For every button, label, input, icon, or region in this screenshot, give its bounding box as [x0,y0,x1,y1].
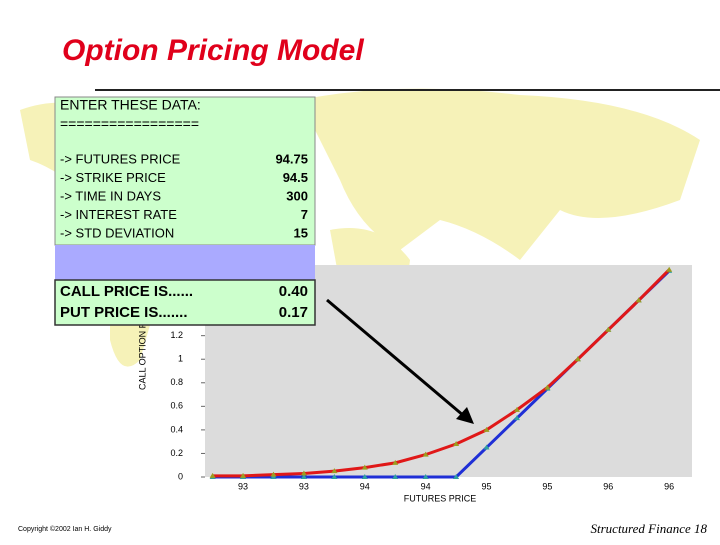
x-tick-label: 94 [360,481,370,491]
y-tick-label: 0.8 [170,377,183,387]
point-marker [422,451,429,457]
point-marker [331,474,338,479]
y-tick-label: 1.2 [170,330,183,340]
input-value: 7 [301,207,308,222]
point-marker [605,326,612,332]
point-marker [392,459,399,465]
series-line [212,268,671,478]
input-value: 94.75 [275,151,308,166]
point-marker [635,297,642,303]
x-tick-label: 95 [482,481,492,491]
point-marker [240,472,247,478]
point-marker [513,406,520,412]
point-marker [209,472,216,478]
x-tick-label: 93 [238,481,248,491]
output-label: PUT PRICE IS....... [60,304,188,321]
y-axis-title: CALL OPTION PRIC [137,306,147,390]
point-marker [422,474,429,479]
point-marker [453,474,460,479]
point-marker [392,474,399,479]
x-axis-title: FUTURES PRICE [404,493,477,503]
input-value: 94.5 [283,170,308,185]
x-tick-label: 96 [603,481,613,491]
x-tick-label: 93 [299,481,309,491]
slide-title: Option Pricing Model [62,34,364,67]
point-marker [331,468,338,474]
input-label: -> TIME IN DAYS [60,188,161,203]
point-marker [513,415,520,421]
arrow-head [456,407,474,424]
panel-heading: ENTER THESE DATA: [60,97,201,113]
output-label: CALL PRICE IS...... [60,283,193,300]
x-tick-label: 96 [664,481,674,491]
input-value: 300 [286,188,308,203]
input-value: 15 [294,225,308,240]
input-label: -> STRIKE PRICE [60,170,166,185]
panel-divider: ================= [60,116,199,132]
x-tick-label: 95 [542,481,552,491]
output-value: 0.17 [279,304,308,321]
point-marker [574,356,581,362]
slide-footer: Structured Finance 18 [591,521,708,536]
input-label: -> STD DEVIATION [60,225,174,240]
point-marker [300,470,307,476]
point-marker [300,474,307,479]
y-tick-label: 0 [178,471,183,481]
point-marker [361,464,368,470]
point-marker [483,444,490,450]
y-tick-label: 0.6 [170,401,183,411]
y-tick-label: 0.2 [170,448,183,458]
point-marker [544,384,551,390]
point-marker [666,266,673,272]
x-tick-label: 94 [421,481,431,491]
output-panel [54,279,316,326]
copyright: Copyright ©2002 Ian H. Giddy [18,525,112,533]
output-value: 0.40 [279,283,308,300]
y-tick-label: 0.4 [170,424,183,434]
point-marker [483,426,490,432]
point-marker [453,441,460,447]
point-marker [361,474,368,479]
band [55,245,315,280]
input-label: -> INTEREST RATE [60,207,177,222]
input-label: -> FUTURES PRICE [60,151,181,166]
spreadsheet: ENTER THESE DATA: ================= -> F… [54,96,316,326]
input-panel [54,96,316,246]
point-marker [270,471,277,477]
arrow [326,298,465,418]
y-tick-label: 1 [178,354,183,364]
